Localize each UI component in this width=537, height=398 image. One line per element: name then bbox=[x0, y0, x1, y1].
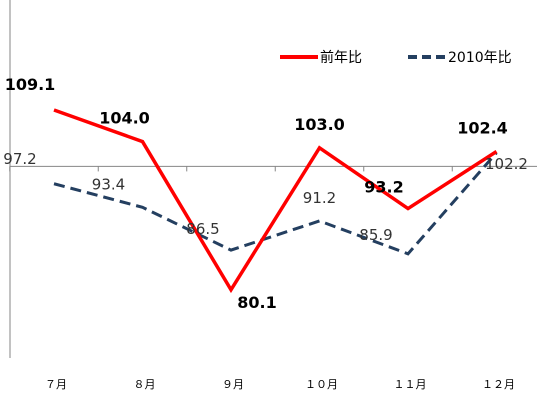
data-label-vs-2010: 102.2 bbox=[485, 155, 528, 173]
data-label-yoy: 104.0 bbox=[99, 109, 150, 128]
data-label-yoy: 93.2 bbox=[364, 178, 403, 197]
chart-legend: 前年比 2010年比 bbox=[280, 49, 512, 66]
x-tick-label: ９月 bbox=[222, 378, 244, 391]
data-label-vs-2010: 85.9 bbox=[359, 226, 392, 244]
data-label-yoy: 103.0 bbox=[294, 115, 345, 134]
x-tick-label: ８月 bbox=[134, 378, 156, 391]
x-tick-label: １２月 bbox=[482, 378, 515, 391]
chart-x-ticks: ７月 ８月 ９月 １０月 １１月 １２月 bbox=[45, 378, 515, 391]
data-label-vs-2010: 93.4 bbox=[92, 175, 125, 193]
data-label-yoy: 109.1 bbox=[5, 75, 56, 94]
data-label-yoy: 80.1 bbox=[237, 293, 276, 312]
legend-label-yoy: 前年比 bbox=[320, 49, 362, 66]
x-tick-label: １１月 bbox=[394, 378, 427, 391]
chart-series-lines bbox=[54, 110, 497, 290]
data-label-yoy: 102.4 bbox=[457, 119, 508, 138]
legend-label-vs-2010: 2010年比 bbox=[448, 50, 512, 66]
chart-data-labels: 109.1 104.0 80.1 103.0 93.2 102.4 97.2 93.4 86.5… bbox=[3, 75, 528, 312]
data-label-vs-2010: 97.2 bbox=[3, 150, 36, 168]
x-tick-label: １０月 bbox=[305, 378, 338, 391]
data-label-vs-2010: 91.2 bbox=[303, 189, 336, 207]
data-label-vs-2010: 86.5 bbox=[186, 220, 219, 238]
x-tick-label: ７月 bbox=[45, 378, 67, 391]
